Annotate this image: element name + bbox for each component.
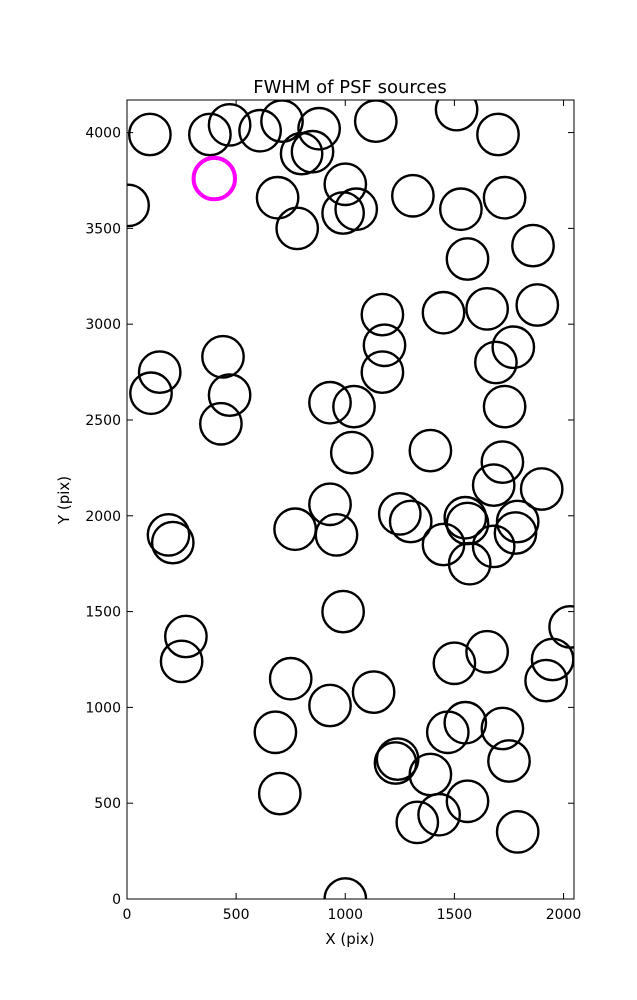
source-circle bbox=[375, 737, 420, 781]
source-circle bbox=[137, 350, 182, 394]
source-circle bbox=[360, 350, 405, 394]
highlighted-source-circle bbox=[191, 155, 238, 202]
source-circle bbox=[408, 752, 453, 797]
source-circle bbox=[548, 605, 574, 649]
y-tick-label: 2500 bbox=[85, 413, 121, 429]
x-tick-label: 2000 bbox=[546, 907, 582, 923]
source-circle bbox=[332, 384, 376, 429]
source-circle bbox=[421, 290, 466, 335]
source-circle bbox=[421, 522, 466, 567]
source-circle bbox=[253, 710, 298, 755]
source-circle bbox=[515, 283, 560, 327]
source-circle bbox=[471, 463, 516, 507]
source-circle bbox=[445, 237, 490, 281]
source-circle bbox=[329, 430, 374, 475]
source-circle bbox=[129, 371, 173, 416]
plot-frame bbox=[126, 99, 575, 900]
source-circle bbox=[395, 800, 440, 845]
ticks-layer: 0 500 1000 1500 2000 0 500 1000 1500 2000 2500 3000… bbox=[85, 100, 581, 923]
source-circle bbox=[476, 112, 520, 157]
source-circle bbox=[257, 771, 302, 816]
y-tick-label: 2000 bbox=[85, 509, 121, 525]
source-circle bbox=[377, 492, 422, 536]
source-circle bbox=[255, 175, 300, 220]
source-circle bbox=[417, 792, 461, 837]
source-circle bbox=[163, 614, 208, 659]
source-circle bbox=[321, 589, 365, 634]
source-circle bbox=[351, 670, 396, 714]
source-circle bbox=[480, 706, 525, 751]
points-layer bbox=[127, 100, 574, 899]
source-circle bbox=[465, 286, 509, 331]
x-axis-label: X (pix) bbox=[325, 930, 374, 948]
source-circle bbox=[471, 524, 516, 569]
source-circle bbox=[480, 440, 525, 484]
source-circle bbox=[308, 683, 352, 728]
source-circle bbox=[150, 520, 195, 565]
source-circle bbox=[491, 325, 536, 370]
source-circle bbox=[353, 100, 398, 143]
y-axis-label: Y (pix) bbox=[55, 476, 73, 525]
source-circle bbox=[511, 223, 555, 268]
x-tick-label: 1500 bbox=[437, 907, 473, 923]
x-tick-label: 0 bbox=[123, 907, 132, 923]
source-circle bbox=[159, 639, 204, 684]
source-circle bbox=[495, 810, 540, 854]
source-circle bbox=[260, 100, 304, 143]
source-circle bbox=[268, 656, 313, 701]
y-tick-label: 3500 bbox=[85, 221, 121, 237]
source-circle bbox=[438, 187, 483, 232]
source-circle bbox=[390, 173, 435, 218]
source-circle bbox=[443, 495, 488, 540]
source-circle bbox=[482, 384, 527, 429]
source-circle bbox=[127, 112, 172, 157]
y-tick-label: 1000 bbox=[85, 700, 121, 716]
source-circle bbox=[388, 499, 433, 544]
source-circle bbox=[198, 401, 243, 446]
source-circle bbox=[473, 340, 518, 385]
x-tick-label: 500 bbox=[223, 907, 250, 923]
y-tick-label: 1500 bbox=[85, 605, 121, 621]
source-circle bbox=[297, 106, 341, 151]
source-circle bbox=[127, 183, 150, 228]
source-circle bbox=[308, 482, 352, 527]
source-circle bbox=[275, 206, 320, 251]
source-circle bbox=[321, 191, 365, 235]
source-circle bbox=[493, 511, 538, 555]
chart-title: FWHM of PSF sources bbox=[253, 77, 447, 98]
source-circle bbox=[465, 629, 509, 674]
y-tick-label: 500 bbox=[94, 796, 121, 812]
source-circle bbox=[273, 507, 317, 552]
source-circle bbox=[445, 779, 490, 824]
source-circle bbox=[519, 467, 564, 511]
source-circle bbox=[530, 637, 574, 682]
source-circle bbox=[279, 131, 324, 176]
source-circle bbox=[408, 428, 453, 473]
source-circle bbox=[323, 162, 368, 207]
y-tick-label: 0 bbox=[112, 892, 121, 908]
source-circle bbox=[487, 739, 531, 783]
source-circle bbox=[482, 175, 527, 220]
source-circle bbox=[146, 513, 191, 557]
y-tick-label: 3000 bbox=[85, 317, 121, 333]
source-circle bbox=[207, 373, 252, 417]
source-circle bbox=[238, 108, 283, 153]
source-circle bbox=[432, 641, 477, 686]
source-circle bbox=[360, 292, 405, 337]
source-circle bbox=[207, 102, 252, 147]
x-tick-label: 1000 bbox=[327, 907, 363, 923]
source-circle bbox=[443, 700, 488, 745]
source-circle bbox=[362, 323, 407, 368]
source-circle bbox=[373, 741, 418, 785]
source-circle bbox=[201, 334, 245, 379]
source-circle bbox=[524, 658, 568, 703]
y-tick-label: 4000 bbox=[85, 126, 121, 142]
source-circle bbox=[447, 541, 492, 586]
source-circle bbox=[308, 380, 352, 425]
source-circle bbox=[187, 112, 232, 157]
source-circle bbox=[434, 100, 479, 132]
source-circle bbox=[314, 513, 359, 557]
source-circle bbox=[334, 187, 379, 232]
